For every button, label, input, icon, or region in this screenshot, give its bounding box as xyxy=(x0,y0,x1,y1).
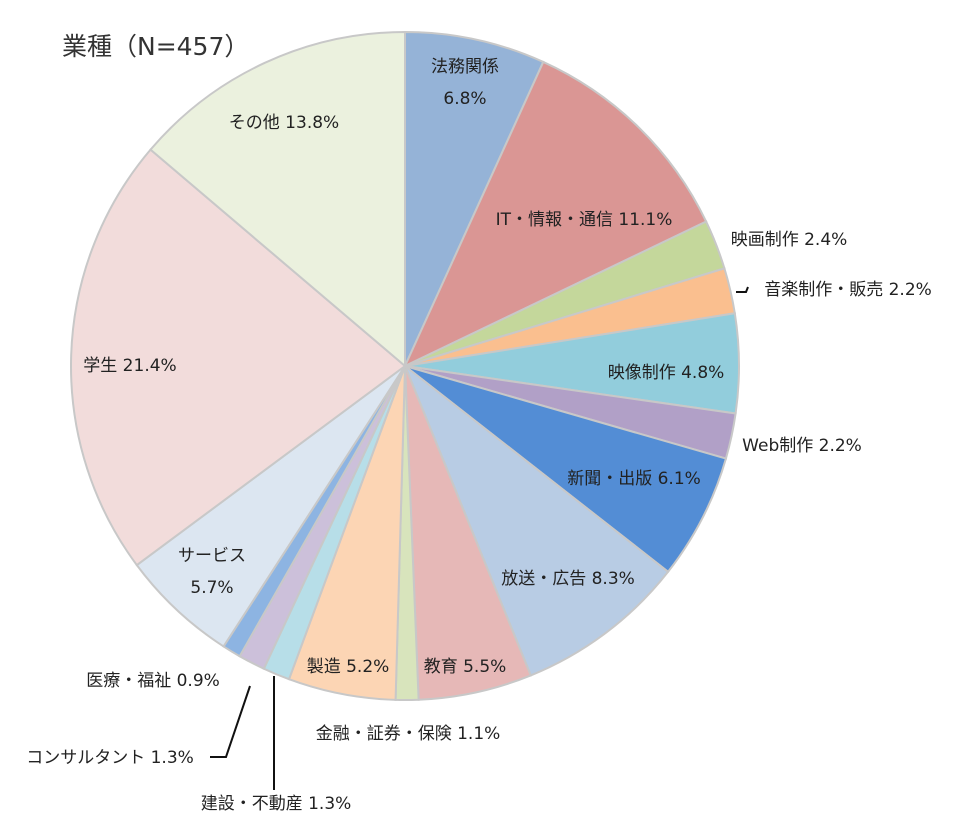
data-label-10: 製造 5.2% xyxy=(307,657,390,677)
leader-line-3 xyxy=(736,286,749,293)
pie-slice-1 xyxy=(402,60,708,369)
data-label-line: 金融・証券・保険 1.1% xyxy=(316,724,501,744)
pie-slice-16 xyxy=(149,30,406,369)
data-label-line: コンサルタント 1.3% xyxy=(26,748,194,768)
pie-slice-7 xyxy=(402,362,670,677)
data-label-9: 金融・証券・保険 1.1% xyxy=(316,724,501,744)
data-label-line: 新聞・出版 6.1% xyxy=(567,469,701,489)
data-label-line: 建設・不動産 1.3% xyxy=(201,794,352,814)
data-label-14: サービス 5.7% xyxy=(178,546,246,598)
leader-line-12 xyxy=(210,685,251,758)
data-label-line: IT・情報・通信 11.1% xyxy=(496,210,673,230)
pie-slices xyxy=(70,30,740,701)
data-label-line: 法務関係 xyxy=(431,57,499,77)
data-label-line: 5.7% xyxy=(190,578,233,598)
data-label-5: Web制作 2.2% xyxy=(742,436,862,456)
data-label-line: Web制作 2.2% xyxy=(742,436,862,456)
data-label-line: 教育 5.5% xyxy=(424,657,507,677)
pie-slice-15 xyxy=(70,148,407,567)
data-label-line: サービス xyxy=(178,546,246,566)
pie-slice-0 xyxy=(404,30,545,367)
data-label-line: 製造 5.2% xyxy=(307,657,390,677)
data-label-11: 建設・不動産 1.3% xyxy=(201,794,352,814)
data-label-15: 学生 21.4% xyxy=(83,356,176,376)
data-label-2: 映画制作 2.4% xyxy=(731,230,848,250)
data-label-line: その他 13.8% xyxy=(229,113,339,133)
data-label-line: 映画制作 2.4% xyxy=(731,230,848,250)
data-label-16: その他 13.8% xyxy=(229,113,339,133)
data-label-line: 6.8% xyxy=(443,89,486,109)
data-labels: 法務関係 6.8% IT・情報・通信 11.1% 映画制作 2.4% 音楽制作・販売 2… xyxy=(26,57,932,814)
data-label-7: 放送・広告 8.3% xyxy=(501,569,635,589)
data-label-line: 医療・福祉 0.9% xyxy=(86,671,220,691)
pie-slice-6 xyxy=(404,365,728,574)
data-label-3: 音楽制作・販売 2.2% xyxy=(764,280,932,300)
data-label-4: 映像制作 4.8% xyxy=(608,363,725,383)
data-label-13: 医療・福祉 0.9% xyxy=(86,671,220,691)
leader-lines xyxy=(210,286,749,790)
data-label-line: 映像制作 4.8% xyxy=(608,363,725,383)
data-label-1: IT・情報・通信 11.1% xyxy=(496,210,673,230)
data-label-line: 音楽制作・販売 2.2% xyxy=(764,280,932,300)
data-label-6: 新聞・出版 6.1% xyxy=(567,469,701,489)
data-label-line: 学生 21.4% xyxy=(83,356,176,376)
data-label-8: 教育 5.5% xyxy=(424,657,507,677)
chart-title: 業種（N=457） xyxy=(62,32,249,61)
data-label-0: 法務関係 6.8% xyxy=(431,57,499,109)
data-label-line: 放送・広告 8.3% xyxy=(501,569,635,589)
data-label-12: コンサルタント 1.3% xyxy=(26,748,194,768)
